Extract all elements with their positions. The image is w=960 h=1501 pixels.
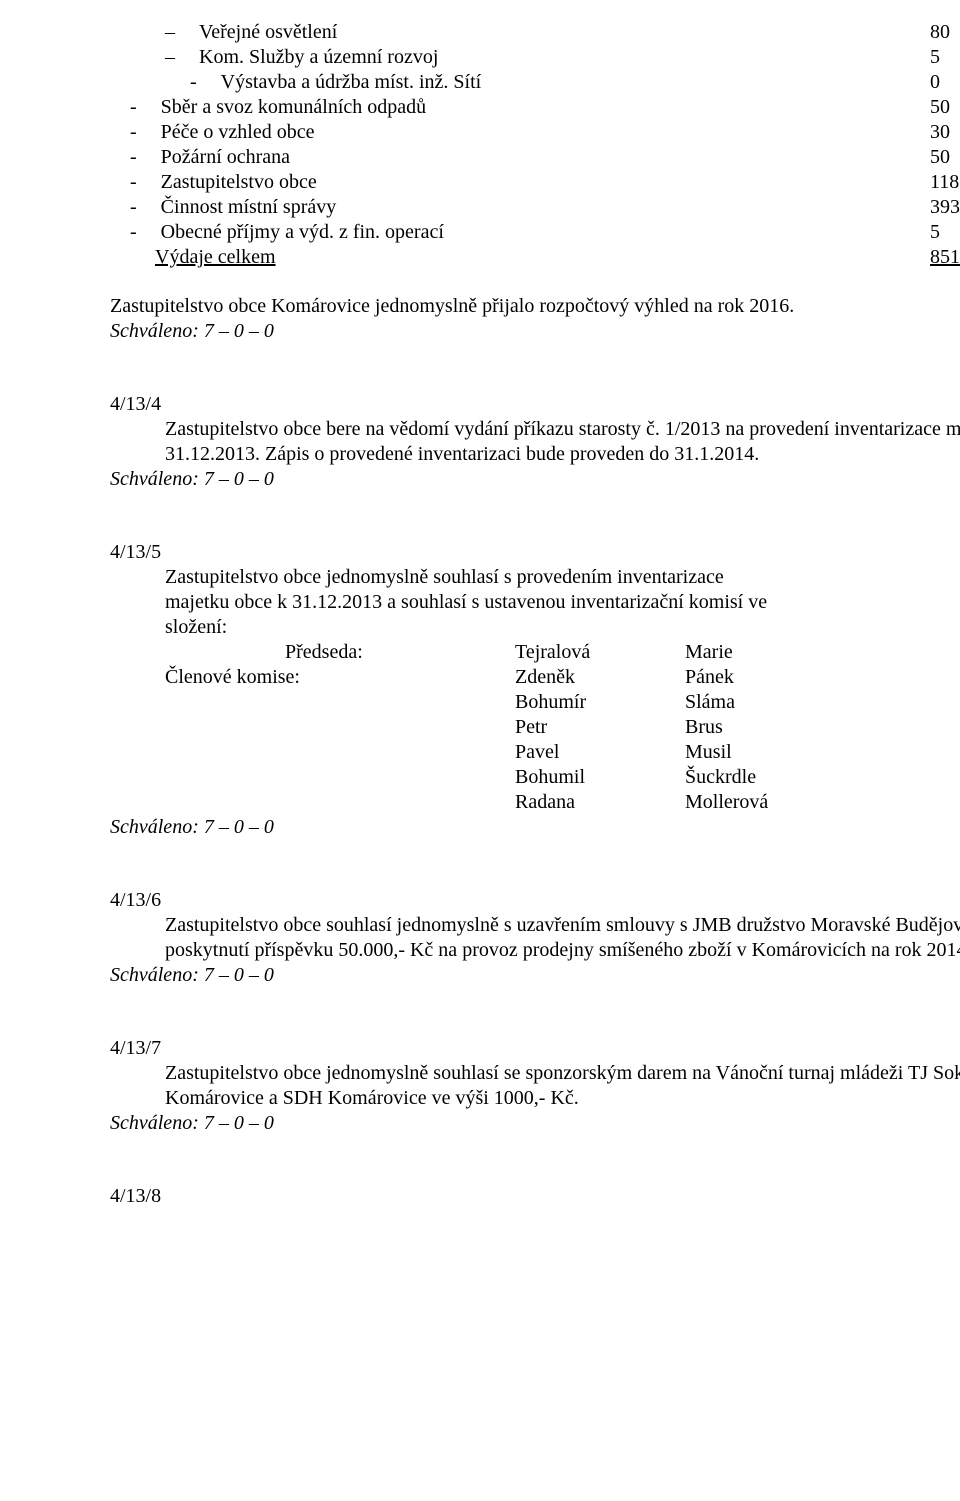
budget-item-label: Činnost místní správy bbox=[161, 195, 830, 220]
budget-item-label: Veřejné osvětlení bbox=[199, 20, 830, 45]
dash-icon: - bbox=[110, 70, 197, 95]
budget-row: -Péče o vzhled obce30 bbox=[110, 120, 960, 145]
budget-row: -Výstavba a údržba míst. inž. Sítí0 bbox=[110, 70, 960, 95]
budget-total-value: 851 tis. Kč bbox=[830, 245, 960, 270]
commission-role bbox=[285, 790, 515, 815]
commission-last: Sláma bbox=[685, 690, 735, 715]
budget-item-label: Požární ochrana bbox=[161, 145, 830, 170]
approved-line: Schváleno: 7 – 0 – 0 bbox=[110, 1111, 960, 1136]
commission-row: Předseda: Tejralová Marie bbox=[165, 640, 960, 665]
commission-row: Pavel Musil bbox=[165, 740, 960, 765]
commission-first: Zdeněk bbox=[515, 665, 685, 690]
budget-item-value: 393 bbox=[830, 195, 960, 220]
budget-item-label: Kom. Služby a územní rozvoj bbox=[199, 45, 830, 70]
commission-row: Bohumír Sláma bbox=[165, 690, 960, 715]
intro-line: Zastupitelstvo obce jednomyslně souhlasí… bbox=[165, 565, 960, 590]
budget-item-value: 30 bbox=[830, 120, 960, 145]
commission-role bbox=[285, 740, 515, 765]
dash-icon: - bbox=[110, 170, 137, 195]
commission-last: Musil bbox=[685, 740, 732, 765]
commission-role bbox=[285, 765, 515, 790]
section-4138: 4/13/8 bbox=[110, 1184, 960, 1209]
section-4137: 4/13/7 Zastupitelstvo obce jednomyslně s… bbox=[110, 1036, 960, 1111]
commission-row: Bohumil Šuckrdle bbox=[165, 765, 960, 790]
commission-role: Členové komise: bbox=[165, 665, 515, 690]
dash-icon: – bbox=[110, 20, 175, 45]
commission-block: Předseda: Tejralová Marie Členové komise… bbox=[110, 640, 960, 815]
commission-last: Pánek bbox=[685, 665, 734, 690]
intro-line: majetku obce k 31.12.2013 a souhlasí s u… bbox=[165, 590, 960, 615]
budget-row: -Požární ochrana50 bbox=[110, 145, 960, 170]
budget-row: –Kom. Služby a územní rozvoj5 bbox=[110, 45, 960, 70]
commission-first: Petr bbox=[515, 715, 685, 740]
budget-item-value: 50 bbox=[830, 145, 960, 170]
commission-last: Šuckrdle bbox=[685, 765, 756, 790]
section-number: 4/13/7 bbox=[110, 1036, 960, 1061]
section-4134: 4/13/4 Zastupitelstvo obce bere na vědom… bbox=[110, 392, 960, 467]
dash-icon: - bbox=[110, 145, 137, 170]
section-number: 4/13/8 bbox=[110, 1184, 960, 1209]
approved-line: Schváleno: 7 – 0 – 0 bbox=[110, 815, 960, 840]
budget-item-value: 118 bbox=[830, 170, 960, 195]
intro-line: složení: bbox=[165, 615, 960, 640]
budget-total-label: Výdaje celkem bbox=[155, 245, 830, 270]
dash-icon: - bbox=[110, 195, 137, 220]
dash-icon: - bbox=[110, 120, 137, 145]
budget-item-value: 5 bbox=[830, 45, 960, 70]
budget-row: -Činnost místní správy393 bbox=[110, 195, 960, 220]
budget-total-row: Výdaje celkem 851 tis. Kč bbox=[110, 245, 960, 270]
commission-role bbox=[285, 715, 515, 740]
section-body: Zastupitelstvo obce jednomyslně souhlasí… bbox=[110, 565, 960, 640]
commission-row: Petr Brus bbox=[165, 715, 960, 740]
commission-last: Marie bbox=[685, 640, 733, 665]
budget-item-value: 80 bbox=[830, 20, 960, 45]
budget-item-label: Výstavba a údržba míst. inž. Sítí bbox=[221, 70, 830, 95]
commission-last: Brus bbox=[685, 715, 723, 740]
commission-row: Radana Mollerová bbox=[165, 790, 960, 815]
section-number: 4/13/6 bbox=[110, 888, 960, 913]
dash-icon: - bbox=[110, 95, 137, 120]
commission-first: Radana bbox=[515, 790, 685, 815]
section-4135: 4/13/5 Zastupitelstvo obce jednomyslně s… bbox=[110, 540, 960, 815]
budget-item-label: Sběr a svoz komunálních odpadů bbox=[161, 95, 830, 120]
budget-row: –Veřejné osvětlení80 bbox=[110, 20, 960, 45]
section-body: Zastupitelstvo obce souhlasí jednomyslně… bbox=[110, 913, 960, 963]
budget-row: -Sběr a svoz komunálních odpadů50 bbox=[110, 95, 960, 120]
budget-item-value: 50 bbox=[830, 95, 960, 120]
budget-item-label: Péče o vzhled obce bbox=[161, 120, 830, 145]
budget-item-label: Obecné příjmy a výd. z fin. operací bbox=[161, 220, 830, 245]
budget-row: -Zastupitelstvo obce118 bbox=[110, 170, 960, 195]
approved-line: Schváleno: 7 – 0 – 0 bbox=[110, 467, 960, 492]
budget-item-value: 0 bbox=[830, 70, 960, 95]
dash-icon: – bbox=[110, 45, 175, 70]
section-number: 4/13/4 bbox=[110, 392, 960, 417]
section-number: 4/13/5 bbox=[110, 540, 960, 565]
commission-last: Mollerová bbox=[685, 790, 768, 815]
budget-item-value: 5 bbox=[830, 220, 960, 245]
approved-line: Schváleno: 7 – 0 – 0 bbox=[110, 963, 960, 988]
section-4136: 4/13/6 Zastupitelstvo obce souhlasí jedn… bbox=[110, 888, 960, 963]
commission-first: Pavel bbox=[515, 740, 685, 765]
commission-first: Bohumír bbox=[515, 690, 685, 715]
dash-icon: - bbox=[110, 220, 137, 245]
budget-row: -Obecné příjmy a výd. z fin. operací5 bbox=[110, 220, 960, 245]
budget-item-label: Zastupitelstvo obce bbox=[161, 170, 830, 195]
commission-first: Bohumil bbox=[515, 765, 685, 790]
section-body: Zastupitelstvo obce jednomyslně souhlasí… bbox=[110, 1061, 960, 1111]
budget-list: –Veřejné osvětlení80–Kom. Služby a územn… bbox=[110, 20, 960, 245]
commission-role bbox=[285, 690, 515, 715]
section-body: Zastupitelstvo obce bere na vědomí vydán… bbox=[110, 417, 960, 467]
approval-paragraph: Zastupitelstvo obce Komárovice jednomysl… bbox=[110, 294, 960, 319]
approved-line: Schváleno: 7 – 0 – 0 bbox=[110, 319, 960, 344]
commission-row: Členové komise: Zdeněk Pánek bbox=[165, 665, 960, 690]
commission-first: Tejralová bbox=[515, 640, 685, 665]
commission-role: Předseda: bbox=[285, 640, 515, 665]
